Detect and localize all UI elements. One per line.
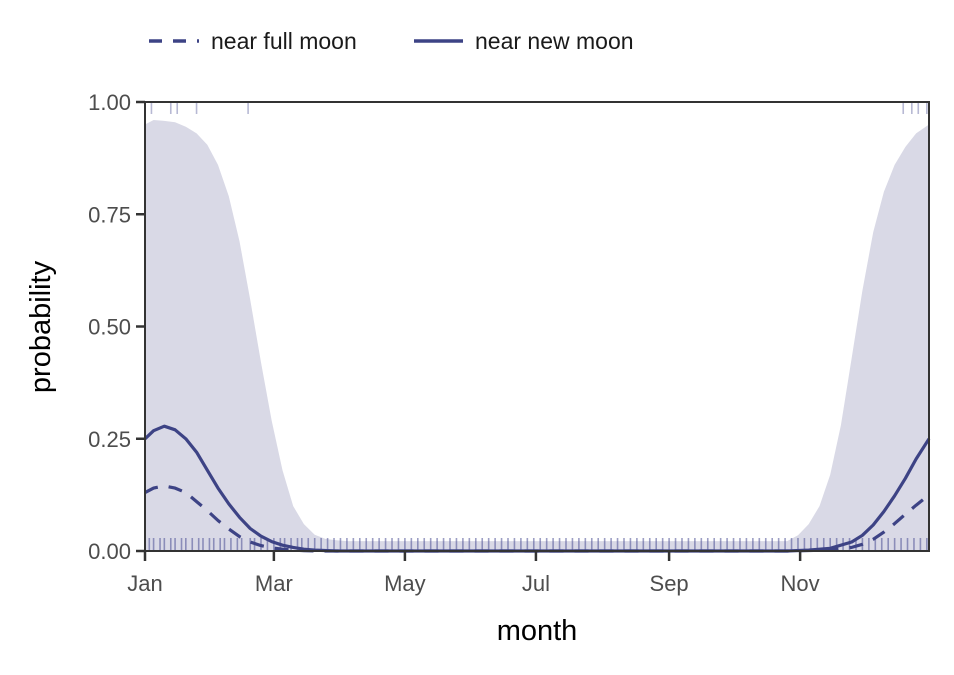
legend-label-near-new-moon: near new moon [475,28,634,54]
x-tick-label: Jul [522,571,550,596]
x-tick-label: Jan [127,571,162,596]
x-tick-label: Nov [781,571,820,596]
x-axis-title: month [497,615,578,647]
y-axis-title: probability [25,260,57,393]
series-line-near-new-moon [143,424,931,553]
y-tick-label: 0.75 [88,202,131,227]
y-tick-label: 0.00 [88,539,131,564]
plot-area [143,102,931,553]
x-tick-label: May [384,571,426,596]
series-line-near-full-moon [144,484,930,553]
y-tick-label: 0.25 [88,427,131,452]
legend-label-near-full-moon: near full moon [211,28,357,54]
x-tick-label: Sep [650,571,689,596]
y-tick-label: 0.50 [88,315,131,340]
confidence-ribbon [145,120,929,551]
x-tick-label: Mar [255,571,293,596]
legend: near full moon near new moon [149,28,634,54]
y-tick-label: 1.00 [88,90,131,115]
axes: 0.00 0.25 0.50 0.75 1.00 Jan Mar May Jul Sep Nov [88,90,930,596]
